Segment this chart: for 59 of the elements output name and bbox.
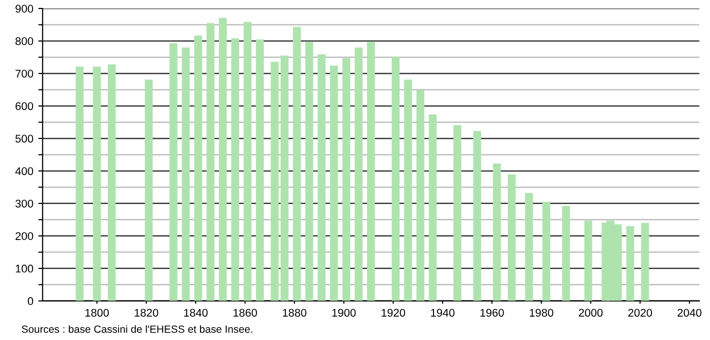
x-tick-label: 2040 xyxy=(678,308,702,317)
x-tick-label: 1940 xyxy=(431,308,454,317)
bar xyxy=(231,38,240,301)
x-tick-label: 1920 xyxy=(382,308,406,317)
bar xyxy=(641,222,649,301)
bar xyxy=(194,35,202,301)
bar xyxy=(392,56,400,301)
bar xyxy=(525,193,533,301)
bar xyxy=(280,56,289,301)
bar xyxy=(453,125,462,301)
bar xyxy=(218,18,227,301)
y-tick-label: 600 xyxy=(16,102,34,110)
x-tick-label: 1840 xyxy=(184,308,208,317)
bar xyxy=(305,42,314,301)
bar xyxy=(92,66,101,301)
bar xyxy=(256,39,264,301)
bar xyxy=(108,64,116,301)
bar xyxy=(170,43,178,301)
bar xyxy=(354,47,363,301)
bar xyxy=(76,66,84,301)
bar xyxy=(416,90,424,301)
y-tick-label: 300 xyxy=(15,200,34,208)
bar xyxy=(562,206,570,301)
x-tick-label: 1900 xyxy=(332,308,356,317)
source-note: Sources : base Cassini de l'EHESS et base Insee. xyxy=(22,325,252,333)
x-tick-label: 1880 xyxy=(282,308,306,317)
bar xyxy=(626,226,634,301)
x-tick-label: 1860 xyxy=(234,308,257,317)
y-tick-label: 400 xyxy=(15,167,34,176)
x-tick-label: 1820 xyxy=(134,308,158,317)
bar xyxy=(428,114,437,301)
bar xyxy=(508,174,516,301)
bar xyxy=(584,220,592,301)
bar xyxy=(342,58,350,301)
y-tick-label: 0 xyxy=(28,297,34,306)
bar xyxy=(318,54,326,301)
bar xyxy=(244,22,252,301)
x-tick-label: 1980 xyxy=(530,308,554,317)
y-tick-label: 200 xyxy=(16,232,34,240)
bar xyxy=(292,27,301,301)
bar xyxy=(182,47,190,301)
bar xyxy=(144,80,153,301)
bar xyxy=(330,66,338,301)
bar xyxy=(270,62,279,301)
bar xyxy=(542,202,550,301)
bar xyxy=(367,42,375,301)
x-tick-label: 2020 xyxy=(628,308,652,317)
x-tick-label: 1960 xyxy=(480,308,504,317)
y-tick-label: 900 xyxy=(16,4,34,13)
x-tick-label: 1800 xyxy=(85,308,109,317)
bar xyxy=(473,130,482,301)
bar xyxy=(206,23,214,301)
x-tick-label: 2000 xyxy=(578,308,603,317)
y-tick-label: 100 xyxy=(16,264,34,273)
bar xyxy=(404,80,412,301)
bar xyxy=(492,163,501,301)
y-tick-label: 700 xyxy=(16,70,34,78)
y-tick-label: 500 xyxy=(15,134,34,143)
y-tick-label: 800 xyxy=(16,37,34,46)
